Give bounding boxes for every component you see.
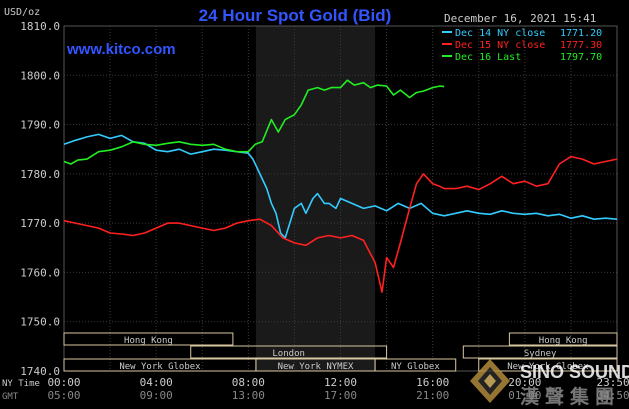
y-tick-label: 1790.0 — [20, 119, 60, 132]
x-tick-label-ny: 04:00 — [140, 376, 173, 389]
legend-label: Dec 16 Last — [455, 52, 521, 63]
legend-value: 1797.70 — [560, 52, 602, 63]
market-session-box — [462, 345, 618, 359]
x-tick-label-ny: 20:00 — [508, 376, 541, 389]
y-axis-unit: USD/oz — [4, 7, 40, 18]
market-sessions: Hong Kong London New York Globex New York N… — [63, 332, 618, 372]
x-tick-label-gmt: 13:00 — [232, 389, 265, 402]
market-session-label: London — [272, 349, 305, 359]
x-tick-label-ny: 08:00 — [232, 376, 265, 389]
market-session-label: Hong Kong — [124, 336, 173, 346]
x-tick-label-ny: 16:00 — [416, 376, 449, 389]
ny-time-row-label: NY Time — [2, 379, 40, 389]
x-tick-label-ny: 23:50 — [597, 376, 629, 389]
axis-labels: 1740.0 1750.0 1760.0 1770.0 1780.0 1790.0 1800… — [2, 20, 629, 402]
website-label: www.kitco.com — [66, 41, 176, 58]
y-tick-label: 1780.0 — [20, 168, 60, 181]
legend-label: Dec 15 NY close — [455, 40, 545, 51]
x-tick-label-gmt: 21:00 — [416, 389, 449, 402]
market-session-label: New York Globex — [119, 362, 201, 372]
x-tick-label-gmt: 17:00 — [324, 389, 357, 402]
market-session-label: NY Globex — [391, 362, 440, 372]
legend-value: 1771.20 — [560, 28, 602, 39]
legend-value: 1777.30 — [560, 40, 602, 51]
market-session-label: New York NYMEX — [278, 362, 354, 372]
series-line-2 — [63, 79, 445, 165]
market-session-box — [374, 358, 457, 372]
x-tick-label-ny: 12:00 — [324, 376, 357, 389]
series-line-0 — [63, 133, 618, 239]
series-line-1 — [63, 155, 618, 293]
y-tick-label: 1750.0 — [20, 316, 60, 329]
market-session-box — [190, 345, 388, 359]
datetime-label: December 16, 2021 15:41 — [444, 12, 596, 25]
y-tick-label: 1800.0 — [20, 69, 60, 82]
ny-session-shade — [255, 26, 376, 371]
y-tick-label: 1740.0 — [20, 365, 60, 378]
sino-sound-logo-icon — [470, 359, 510, 403]
market-session-label: Hong Kong — [539, 336, 588, 346]
series-lines — [63, 79, 618, 293]
market-session-label: New York Globex — [507, 362, 589, 372]
watermark-chinese: 漢聲集團 — [520, 385, 620, 408]
y-tick-label: 1760.0 — [20, 266, 60, 279]
sino-sound-watermark: SINO SOUND 漢聲集團 — [470, 359, 629, 408]
market-session-box — [63, 332, 234, 346]
market-session-box — [508, 332, 618, 346]
x-tick-label-gmt: 09:00 — [140, 389, 173, 402]
x-tick-label-gmt: 01:00 — [508, 389, 541, 402]
watermark-brand: SINO SOUND — [520, 362, 629, 382]
legend-label: Dec 14 NY close — [455, 28, 545, 39]
chart-title: 24 Hour Spot Gold (Bid) — [199, 6, 392, 25]
y-tick-label: 1810.0 — [20, 20, 60, 33]
gmt-row-label: GMT — [2, 392, 19, 402]
x-tick-label-gmt: 05:00 — [47, 389, 80, 402]
x-tick-label-ny: 00:00 — [47, 376, 80, 389]
legend: Dec 14 NY close 1771.20 Dec 15 NY close 177… — [442, 28, 602, 63]
market-session-label: Sydney — [524, 349, 557, 359]
market-session-box — [478, 358, 618, 372]
ny-session-band — [255, 26, 376, 371]
y-tick-label: 1770.0 — [20, 217, 60, 230]
x-tick-label-gmt: 04:50 — [597, 389, 629, 402]
